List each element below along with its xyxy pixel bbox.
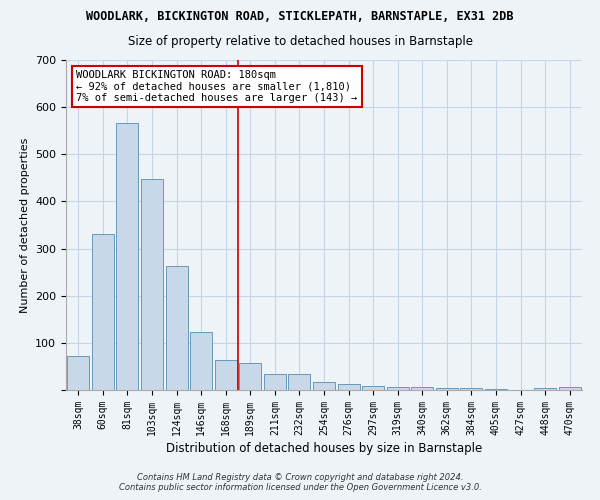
X-axis label: Distribution of detached houses by size in Barnstaple: Distribution of detached houses by size … xyxy=(166,442,482,455)
Bar xyxy=(338,384,359,390)
Bar xyxy=(436,388,458,390)
Y-axis label: Number of detached properties: Number of detached properties xyxy=(20,138,29,312)
Text: Contains HM Land Registry data © Crown copyright and database right 2024.
Contai: Contains HM Land Registry data © Crown c… xyxy=(119,473,481,492)
Bar xyxy=(362,386,384,390)
Bar xyxy=(411,387,433,390)
Text: Size of property relative to detached houses in Barnstaple: Size of property relative to detached ho… xyxy=(128,35,473,48)
Bar xyxy=(215,360,237,390)
Text: WOODLARK, BICKINGTON ROAD, STICKLEPATH, BARNSTAPLE, EX31 2DB: WOODLARK, BICKINGTON ROAD, STICKLEPATH, … xyxy=(86,10,514,23)
Bar xyxy=(116,122,139,390)
Bar xyxy=(534,388,556,390)
Bar xyxy=(190,332,212,390)
Bar xyxy=(92,234,114,390)
Bar xyxy=(166,266,188,390)
Bar xyxy=(264,374,286,390)
Bar xyxy=(485,389,507,390)
Text: WOODLARK BICKINGTON ROAD: 180sqm
← 92% of detached houses are smaller (1,810)
7%: WOODLARK BICKINGTON ROAD: 180sqm ← 92% o… xyxy=(76,70,358,103)
Bar xyxy=(239,362,262,390)
Bar xyxy=(460,388,482,390)
Bar xyxy=(67,356,89,390)
Bar xyxy=(289,374,310,390)
Bar xyxy=(386,386,409,390)
Bar xyxy=(141,180,163,390)
Bar xyxy=(559,387,581,390)
Bar xyxy=(313,382,335,390)
